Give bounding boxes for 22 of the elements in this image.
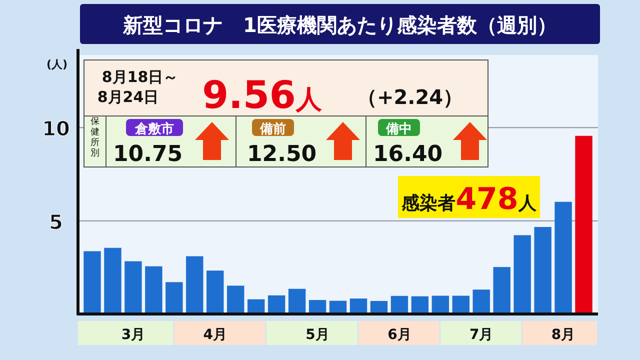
annotation: 10.75 [113, 142, 183, 167]
annotation: 備中 [386, 122, 412, 137]
annotation: 12.50 [247, 142, 317, 167]
xtick: 6月 [388, 327, 412, 343]
xtick: 4月 [203, 327, 227, 343]
ytick: 10 [42, 116, 70, 141]
annotation: 16.40 [373, 142, 443, 167]
annotation: 備前 [260, 122, 286, 137]
y-axis-title: (人) [46, 58, 68, 71]
annotation: 9.56人 [202, 73, 322, 117]
annotation: 8月24日 [97, 88, 159, 106]
xtick: 7月 [469, 327, 494, 343]
xtick: 5月 [306, 327, 330, 343]
xtick: 3月 [121, 327, 146, 343]
xtick: 8月 [551, 327, 576, 343]
title: 新型コロナ 1医療機関あたり感染者数（週別） [123, 13, 557, 37]
ytick: 5 [49, 210, 63, 234]
annotation: 倉敷市 [135, 122, 174, 137]
annotation: 保健所別 [90, 117, 100, 158]
annotation: 感染者478人 [402, 182, 536, 217]
annotation: （+2.24） [356, 85, 464, 109]
annotation: 8月18日～ [102, 68, 178, 86]
